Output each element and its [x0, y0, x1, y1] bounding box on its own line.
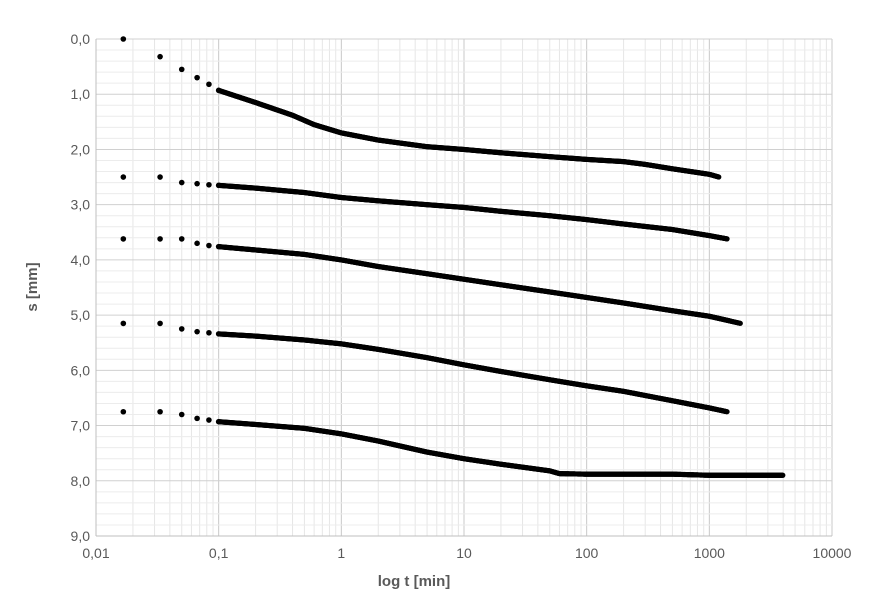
data-point [724, 409, 730, 415]
data-point [178, 326, 185, 332]
data-point [178, 236, 185, 242]
y-tick-label: 9,0 [71, 528, 91, 544]
data-point [120, 408, 127, 415]
data-point [194, 240, 200, 247]
data-point [120, 174, 127, 180]
data-point [120, 320, 127, 327]
data-point [194, 74, 200, 81]
data-point [724, 236, 730, 242]
x-tick-label: 10000 [813, 545, 852, 561]
data-point [120, 36, 127, 42]
y-axis-title: s [mm] [24, 262, 41, 311]
y-tick-label: 0,0 [71, 31, 91, 47]
axes [95, 39, 832, 537]
data-point [206, 181, 212, 188]
x-tick-label: 0,1 [209, 545, 229, 561]
y-tick-label: 3,0 [71, 197, 91, 213]
data-point [120, 236, 127, 242]
x-tick-label: 10 [456, 545, 472, 561]
data-point [178, 179, 185, 186]
series-2 [120, 174, 730, 242]
y-tick-label: 4,0 [71, 252, 91, 268]
data-point [194, 180, 200, 187]
tick-labels: 0,0 1,0 2,0 3,0 4,0 5,0 6,0 7,0 8,0 9,00,01 0,1 1 10… [71, 31, 852, 561]
x-tick-label: 100 [575, 545, 599, 561]
data-point [716, 174, 722, 180]
y-tick-label: 1,0 [71, 86, 91, 102]
x-tick-label: 1000 [694, 545, 725, 561]
y-tick-label: 5,0 [71, 307, 91, 323]
data-point [206, 329, 212, 336]
data-point [178, 411, 185, 418]
series-1 [120, 36, 722, 180]
data-point [157, 320, 163, 327]
data-point [157, 236, 163, 242]
data-point [157, 53, 163, 60]
data-point [206, 242, 212, 249]
x-axis-title: log t [min] [378, 573, 450, 590]
data-point [178, 66, 185, 73]
data-point [157, 408, 163, 415]
y-tick-label: 2,0 [71, 141, 91, 157]
data-point [780, 472, 786, 478]
data-point [206, 417, 212, 423]
data-point [194, 415, 200, 422]
x-tick-label: 1 [337, 545, 345, 561]
y-tick-label: 7,0 [71, 418, 91, 434]
series-4 [120, 320, 730, 415]
x-tick-label: 0,01 [82, 545, 109, 561]
y-tick-label: 6,0 [71, 362, 91, 378]
data-point [206, 81, 212, 88]
data-point [157, 174, 163, 180]
data-point [737, 320, 743, 326]
y-tick-label: 8,0 [71, 473, 91, 489]
series-5 [120, 408, 786, 478]
series-3 [120, 236, 743, 326]
data-points [120, 36, 786, 478]
data-point [194, 328, 200, 335]
